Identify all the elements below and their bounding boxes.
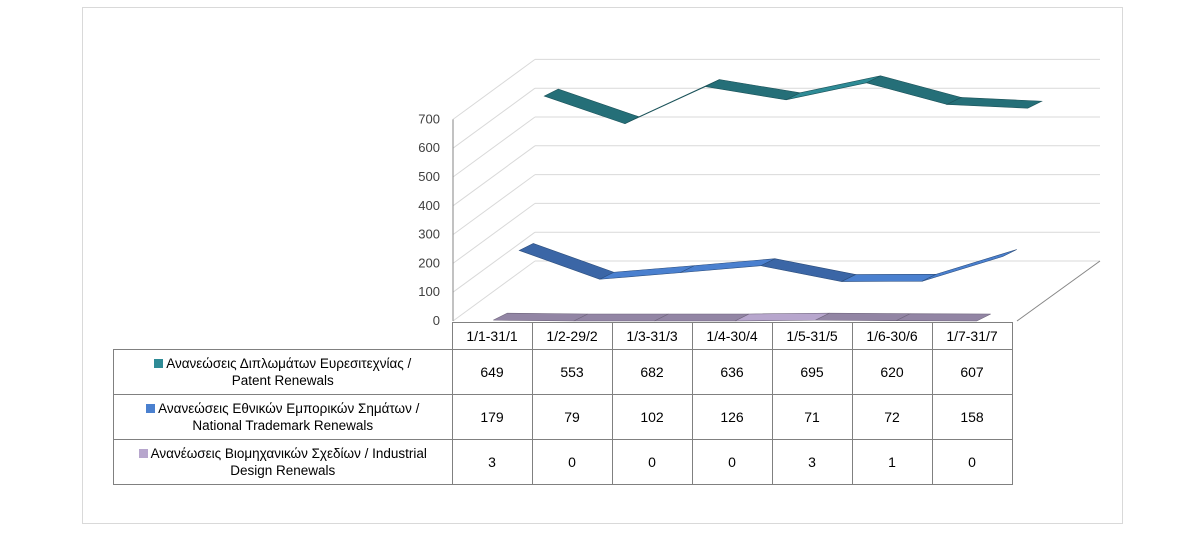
- data-table: 1/1-31/1 1/2-29/2 1/3-31/3 1/4-30/4 1/5-31/5…: [113, 322, 1013, 485]
- data-value-cell: 3: [451, 439, 533, 485]
- series-2-segment: [922, 249, 1017, 282]
- category-header: 1/5-31/5: [771, 322, 853, 350]
- series-label-line2: Patent Renewals: [231, 373, 334, 388]
- category-header: 1/1-31/1: [451, 322, 533, 350]
- series-label-line1: Ανανέωσεις Βιομηχανικών Σχεδίων / Indust…: [150, 446, 427, 461]
- y-tick-label: 300: [418, 227, 440, 242]
- side-gridline: [452, 116, 536, 178]
- data-value-cell: 1: [851, 439, 933, 485]
- data-value-cell: 607: [931, 349, 1013, 395]
- series-3-segment: [734, 312, 830, 322]
- side-gridline: [452, 174, 536, 236]
- table-row: Ανανέωσεις Βιομηχανικών Σχεδίων / Indust…: [113, 439, 1013, 485]
- series-label-cell: Ανανεώσεις Εθνικών Εμπορικών Σημάτων / Na…: [113, 394, 453, 440]
- series-1-segment: [704, 79, 801, 101]
- category-header: 1/2-29/2: [531, 322, 613, 350]
- data-value-cell: 553: [531, 349, 613, 395]
- data-value-cell: 0: [531, 439, 613, 485]
- series-label-line1: Ανανεώσεις Διπλωμάτων Ευρεσιτεχνίας /: [166, 356, 412, 371]
- table-corner: [113, 322, 453, 350]
- data-value-cell: 649: [451, 349, 533, 395]
- series-3-segment: [654, 313, 750, 322]
- data-value-cell: 636: [691, 349, 773, 395]
- side-gridline: [452, 202, 536, 264]
- side-gridline: [452, 260, 536, 322]
- legend-swatch: [138, 449, 148, 458]
- series-label-cell: Ανανεώσεις Διπλωμάτων Ευρεσιτεχνίας / Pat…: [113, 349, 453, 395]
- series-2-segment: [841, 273, 937, 282]
- data-value-cell: 71: [771, 394, 853, 440]
- series-2-segment: [599, 265, 695, 280]
- y-tick-label: 600: [418, 140, 440, 155]
- data-value-cell: 695: [771, 349, 853, 395]
- series-3-segment: [493, 312, 588, 322]
- series-label-line2: National Trademark Renewals: [192, 418, 374, 433]
- data-table-body: Ανανεώσεις Διπλωμάτων Ευρεσιτεχνίας / Pat…: [113, 349, 1013, 485]
- series-3-segment: [573, 313, 669, 322]
- category-header: 1/6-30/6: [851, 322, 933, 350]
- data-value-cell: 0: [691, 439, 773, 485]
- data-value-cell: 72: [851, 394, 933, 440]
- series-1-segment: [543, 88, 640, 125]
- series-1-segment: [945, 97, 1043, 109]
- data-value-cell: 79: [531, 394, 613, 440]
- series-label-line2: Design Renewals: [230, 463, 336, 478]
- data-value-cell: 0: [931, 439, 1013, 485]
- data-value-cell: 682: [611, 349, 693, 395]
- side-gridline: [452, 231, 536, 293]
- data-value-cell: 179: [451, 394, 533, 440]
- series-1-segment: [865, 75, 962, 105]
- table-row: Ανανεώσεις Εθνικών Εμπορικών Σημάτων / Na…: [113, 394, 1013, 440]
- data-value-cell: 0: [611, 439, 693, 485]
- data-value-cell: 158: [931, 394, 1013, 440]
- legend-swatch: [154, 359, 164, 368]
- y-tick-label: 100: [418, 284, 440, 299]
- y-tick-label: 0: [433, 313, 440, 328]
- category-header: 1/3-31/3: [611, 322, 693, 350]
- legend-swatch: [146, 404, 156, 413]
- series-2-segment: [760, 258, 857, 282]
- category-header-row: 1/1-31/1 1/2-29/2 1/3-31/3 1/4-30/4 1/5-31/5…: [113, 322, 1013, 350]
- series-3-segment: [896, 313, 991, 322]
- side-gridline: [452, 145, 536, 207]
- table-row: Ανανεώσεις Διπλωμάτων Ευρεσιτεχνίας / Pat…: [113, 349, 1013, 395]
- data-value-cell: 102: [611, 394, 693, 440]
- y-tick-label: 500: [418, 169, 440, 184]
- y-tick-label: 200: [418, 255, 440, 270]
- data-value-cell: 126: [691, 394, 773, 440]
- floor-right-edge: [1016, 260, 1101, 322]
- side-gridline: [452, 58, 536, 120]
- data-value-cell: 3: [771, 439, 853, 485]
- y-tick-label: 400: [418, 198, 440, 213]
- series-label-line1: Ανανεώσεις Εθνικών Εμπορικών Σημάτων /: [158, 401, 420, 416]
- side-gridline: [452, 87, 536, 149]
- y-tick-label: 700: [418, 111, 440, 126]
- data-value-cell: 620: [851, 349, 933, 395]
- category-header: 1/7-31/7: [931, 322, 1013, 350]
- category-header: 1/4-30/4: [691, 322, 773, 350]
- series-3-segment: [815, 312, 911, 322]
- series-label-cell: Ανανέωσεις Βιομηχανικών Σχεδίων / Indust…: [113, 439, 453, 485]
